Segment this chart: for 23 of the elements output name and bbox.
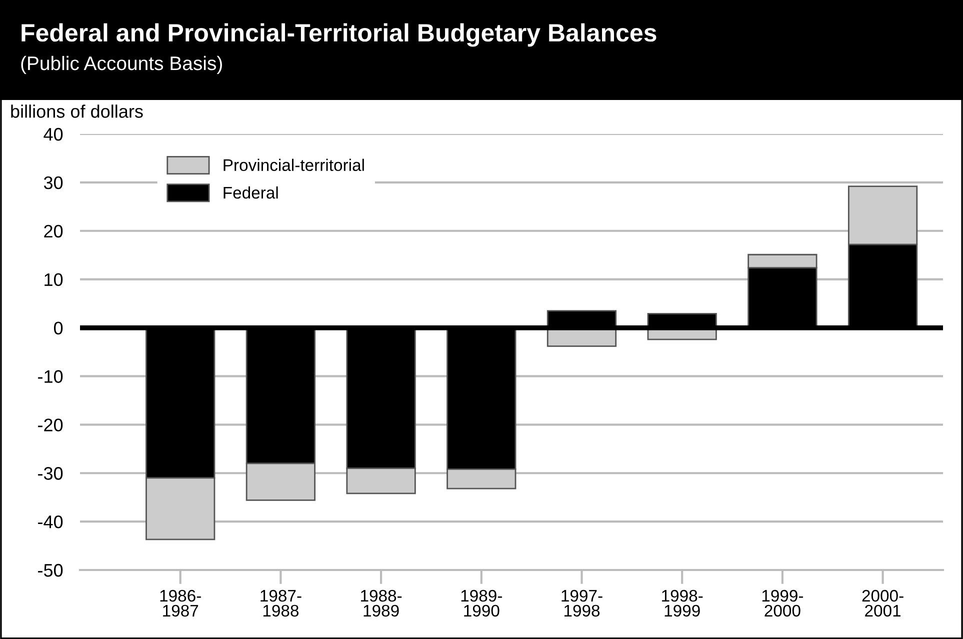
y-tick-label: 0 — [54, 322, 63, 334]
legend-label: Provincial-territorial — [224, 158, 364, 172]
y-tick-label: -30 — [38, 467, 63, 480]
y-tick-label: 10 — [44, 273, 63, 286]
y-tick-label: -20 — [38, 418, 63, 432]
legend-label: Federal — [224, 186, 278, 199]
x-tick-label: 1987- 1988 — [260, 590, 302, 617]
x-tick-label: 1986- 1987 — [160, 590, 201, 617]
y-tick-label: -40 — [38, 515, 63, 528]
x-tick-label: 1997- 1998 — [562, 590, 602, 617]
y-tick-label: 40 — [44, 128, 63, 141]
x-tick-label: 1999- 2000 — [762, 590, 804, 617]
y-tick-label: 30 — [44, 176, 63, 190]
x-tick-label: 1998- 1999 — [662, 590, 703, 617]
y-tick-label: -10 — [38, 370, 63, 383]
y-tick-label: -50 — [38, 564, 63, 577]
x-tick-label: 1989- 1990 — [461, 590, 502, 617]
x-tick-label: 1988- 1989 — [361, 590, 402, 617]
chart-title: Federal and Provincial-Territorial Budgetary Balances — [22, 23, 656, 47]
y-axis-title: billions of dollars — [11, 104, 143, 118]
chart-subtitle: (Public Accounts Basis) — [21, 56, 222, 74]
y-tick-label: 20 — [44, 224, 63, 238]
x-tick-label: 2000- 2001 — [862, 590, 904, 617]
